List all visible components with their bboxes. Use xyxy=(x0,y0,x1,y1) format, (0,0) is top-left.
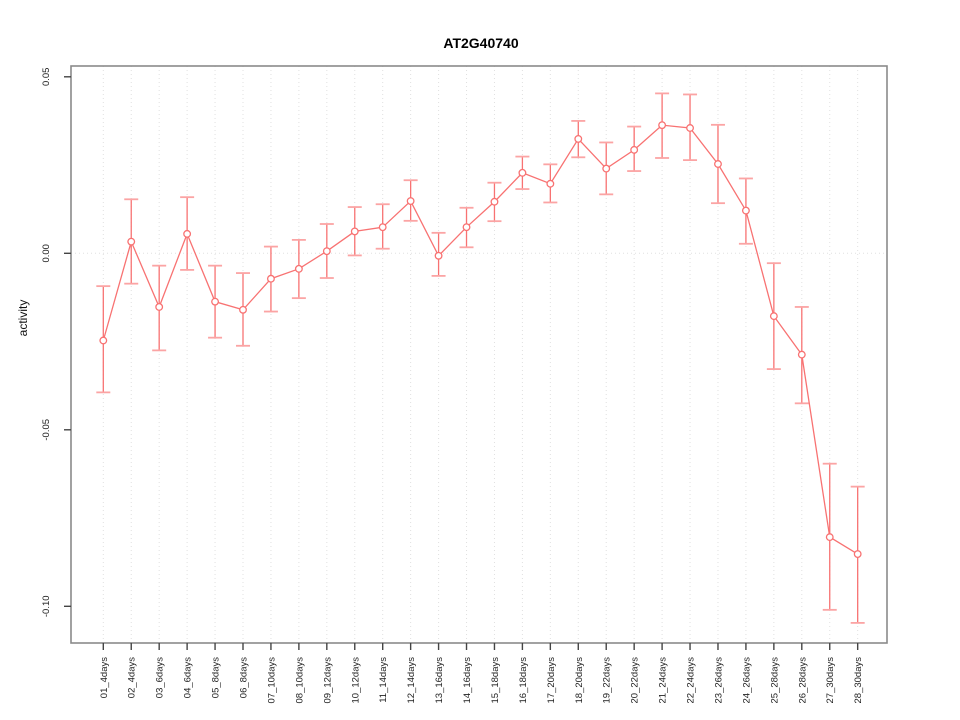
x-tick-label: 21_24days xyxy=(658,657,669,704)
grid-layer xyxy=(71,66,887,643)
data-point xyxy=(602,164,611,173)
x-tick-label: 20_22days xyxy=(630,657,641,704)
x-tick-label: 11_14days xyxy=(378,657,389,703)
y-tick-label: 0.00 xyxy=(41,244,52,262)
x-tick-label: 23_26days xyxy=(713,657,724,704)
x-tick-label: 18_20days xyxy=(574,657,585,704)
x-tick-label: 27_30days xyxy=(825,657,836,704)
data-point xyxy=(127,237,136,246)
x-tick-label: 01_4days xyxy=(99,657,110,698)
y-tick-label: -0.10 xyxy=(41,595,52,617)
data-point xyxy=(294,264,303,273)
axes-layer: 0.05 0.00 -0.05 -0.10 01_4days 02_4days 03_6da… xyxy=(41,65,888,704)
plot-box xyxy=(70,65,888,644)
data-point xyxy=(239,305,247,314)
x-tick-label: 10_12days xyxy=(350,657,361,704)
y-tick-label: -0.05 xyxy=(41,419,52,441)
x-tick-label: 26_28days xyxy=(797,657,808,704)
data-point xyxy=(378,223,387,232)
x-tick-label: 16_18days xyxy=(518,657,529,704)
x-tick-label: 08_10days xyxy=(294,657,305,704)
x-tick-label: 06_8days xyxy=(239,657,250,698)
data-point xyxy=(406,197,415,206)
data-point xyxy=(266,274,275,283)
data-point xyxy=(825,533,834,542)
x-tick-label: 07_10days xyxy=(266,657,277,704)
data-point xyxy=(546,179,555,188)
data-point xyxy=(658,121,667,130)
data-point xyxy=(490,197,499,206)
x-tick-label: 22_24days xyxy=(686,657,697,704)
x-tick-label: 13_16days xyxy=(434,657,445,704)
x-tick-label: 09_12days xyxy=(322,657,333,704)
data-point xyxy=(518,168,527,177)
data-point xyxy=(797,350,806,359)
data-point xyxy=(350,227,359,236)
data-point xyxy=(183,229,192,238)
data-point xyxy=(155,303,164,311)
x-tick-label: 03_6days xyxy=(155,657,166,698)
data-point xyxy=(462,223,471,232)
data-point xyxy=(714,160,722,168)
y-tick-label: 0.05 xyxy=(41,68,52,87)
data-point xyxy=(853,550,862,559)
data-point xyxy=(322,247,331,256)
x-tick-label: 14_16days xyxy=(462,657,473,704)
data-point xyxy=(630,145,639,154)
data-point xyxy=(769,312,778,321)
x-tick-label: 12_14days xyxy=(406,657,417,704)
x-tick-label: 05_8days xyxy=(211,657,222,698)
x-tick-label: 25_28days xyxy=(769,657,780,704)
x-tick-label: 02_4days xyxy=(127,657,138,698)
x-tick-label: 24_26days xyxy=(741,657,752,704)
chart-title: AT2G40740 xyxy=(443,35,518,51)
data-point xyxy=(741,206,750,215)
y-axis-label: activity xyxy=(16,300,30,337)
x-tick-label: 04_6days xyxy=(183,657,194,698)
x-tick-label: 28_30days xyxy=(853,657,864,704)
series-line xyxy=(102,124,859,555)
series-layer xyxy=(96,92,865,624)
data-point xyxy=(99,336,108,345)
x-tick-label: 17_20days xyxy=(546,657,557,704)
data-point xyxy=(686,124,694,132)
x-tick-label: 19_22days xyxy=(602,657,613,704)
data-point xyxy=(434,251,443,260)
data-point xyxy=(574,134,583,143)
data-point xyxy=(211,297,220,306)
x-tick-label: 15_18days xyxy=(490,657,501,704)
